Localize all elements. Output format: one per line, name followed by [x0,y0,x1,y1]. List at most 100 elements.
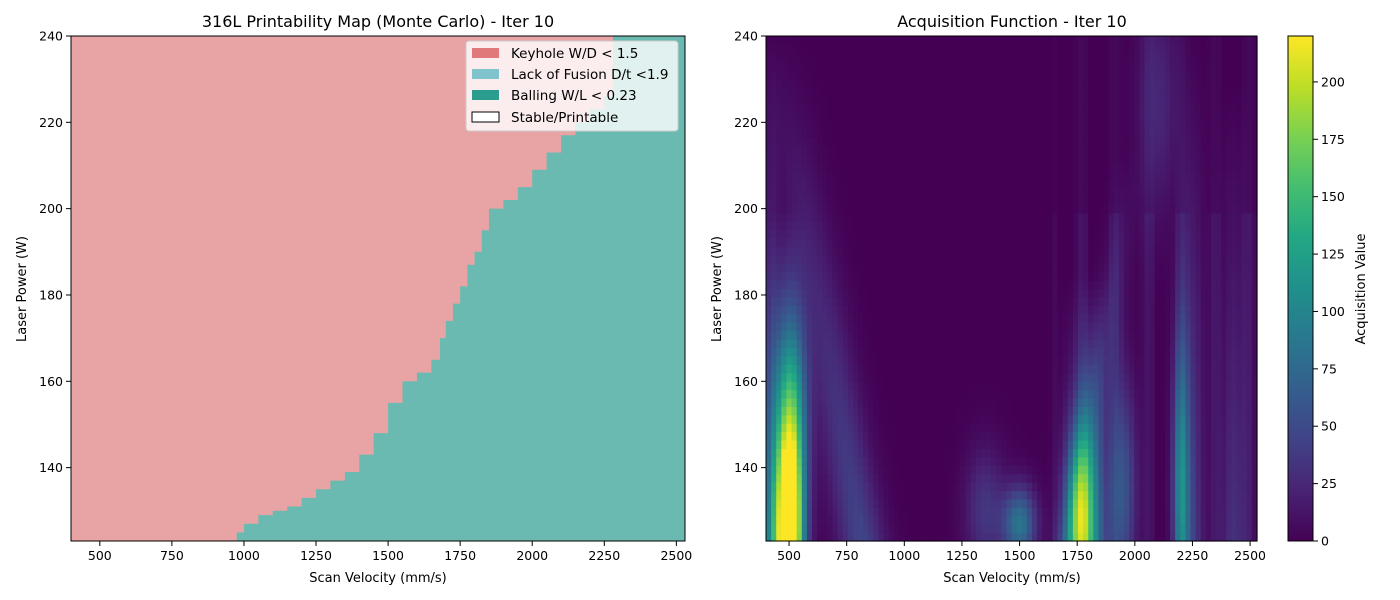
heatmap-cell [766,120,772,130]
heatmap-cell [806,111,813,121]
heatmap-cell [1052,221,1059,231]
heatmap-cell [945,145,951,155]
heatmap-cell [1170,137,1176,147]
heatmap-cell [1067,246,1074,256]
heatmap-cell [1077,128,1084,138]
heatmap-cell [1108,339,1115,349]
heatmap-cell [955,431,961,441]
heatmap-cell [766,36,772,46]
heatmap-cell [1093,36,1100,46]
heatmap-cell [1016,162,1023,172]
heatmap-cell [934,347,941,357]
heatmap-cell [1016,78,1023,88]
heatmap-cell [806,355,813,365]
heatmap-cell [934,414,941,424]
heatmap-cell [786,364,793,374]
heatmap-cell [1062,280,1069,290]
heatmap-cell [1144,406,1151,416]
heatmap-cell [1103,313,1110,323]
heatmap-cell [1180,221,1186,231]
heatmap-cell [817,280,823,290]
heatmap-cell [883,254,890,264]
heatmap-cell [924,170,931,180]
heatmap-cell [1159,498,1166,508]
heatmap-cell [1072,254,1079,264]
heatmap-cell [1185,364,1192,374]
heatmap-cell [776,52,782,62]
heatmap-cell [950,212,956,222]
heatmap-cell [1072,515,1079,525]
heatmap-cell [766,187,772,197]
heatmap-cell [1098,78,1105,88]
heatmap-cell [832,456,839,466]
heatmap-cell [1042,263,1048,273]
heatmap-cell [898,397,905,407]
heatmap-cell [1026,212,1033,222]
heatmap-cell [1037,195,1043,205]
heatmap-cell [1006,36,1013,46]
heatmap-cell [1134,137,1140,147]
heatmap-cell [909,271,915,281]
heatmap-cell [806,187,813,197]
heatmap-cell [970,204,977,214]
heatmap-cell [1154,431,1161,441]
heatmap-cell [888,355,895,365]
heatmap-cell [1154,364,1161,374]
heatmap-cell [822,137,828,147]
heatmap-cell [1124,406,1130,416]
heatmap-cell [827,280,834,290]
heatmap-cell [893,195,900,205]
heatmap-cell [847,69,854,79]
heatmap-cell [1144,111,1151,121]
heatmap-cell [1103,137,1110,147]
heatmap-cell [883,448,890,458]
heatmap-cell [771,111,777,121]
heatmap-cell [1037,179,1043,189]
heatmap-cell [1057,153,1064,163]
heatmap-cell [837,423,844,433]
heatmap-cell [847,44,854,54]
heatmap-cell [1077,61,1084,71]
heatmap-cell [888,498,895,508]
heatmap-cell [985,69,992,79]
heatmap-cell [1001,271,1007,281]
heatmap-cell [909,179,915,189]
heatmap-cell [1093,94,1100,104]
heatmap-cell [1098,128,1105,138]
heatmap-cell [914,448,921,458]
heatmap-cell [1185,381,1192,391]
heatmap-cell [1077,145,1084,155]
heatmap-cell [955,187,961,197]
heatmap-cell [1180,120,1186,130]
heatmap-cell [924,440,931,450]
heatmap-cell [1001,490,1007,500]
heatmap-cell [991,179,997,189]
heatmap-cell [868,389,874,399]
heatmap-cell [858,137,864,147]
heatmap-cell [888,221,895,231]
heatmap-cell [806,473,813,483]
heatmap-cell [1154,254,1161,264]
heatmap-cell [1031,448,1038,458]
heatmap-cell [934,179,941,189]
heatmap-cell [1180,414,1186,424]
heatmap-cell [1047,372,1054,382]
heatmap-cell [985,246,992,256]
heatmap-cell [1144,86,1151,96]
heatmap-cell [909,313,915,323]
heatmap-cell [873,212,880,222]
heatmap-cell [873,423,880,433]
heatmap-cell [847,482,854,492]
heatmap-cell [1067,280,1074,290]
heatmap-cell [1057,498,1064,508]
heatmap-cell [1154,515,1161,525]
heatmap-cell [847,406,854,416]
heatmap-cell [766,532,772,542]
heatmap-cell [1026,507,1033,517]
heatmap-cell [1088,397,1094,407]
heatmap-cell [1149,322,1156,332]
heatmap-cell [914,86,921,96]
heatmap-cell [1083,347,1089,357]
heatmap-cell [1124,490,1130,500]
heatmap-cell [781,238,788,248]
